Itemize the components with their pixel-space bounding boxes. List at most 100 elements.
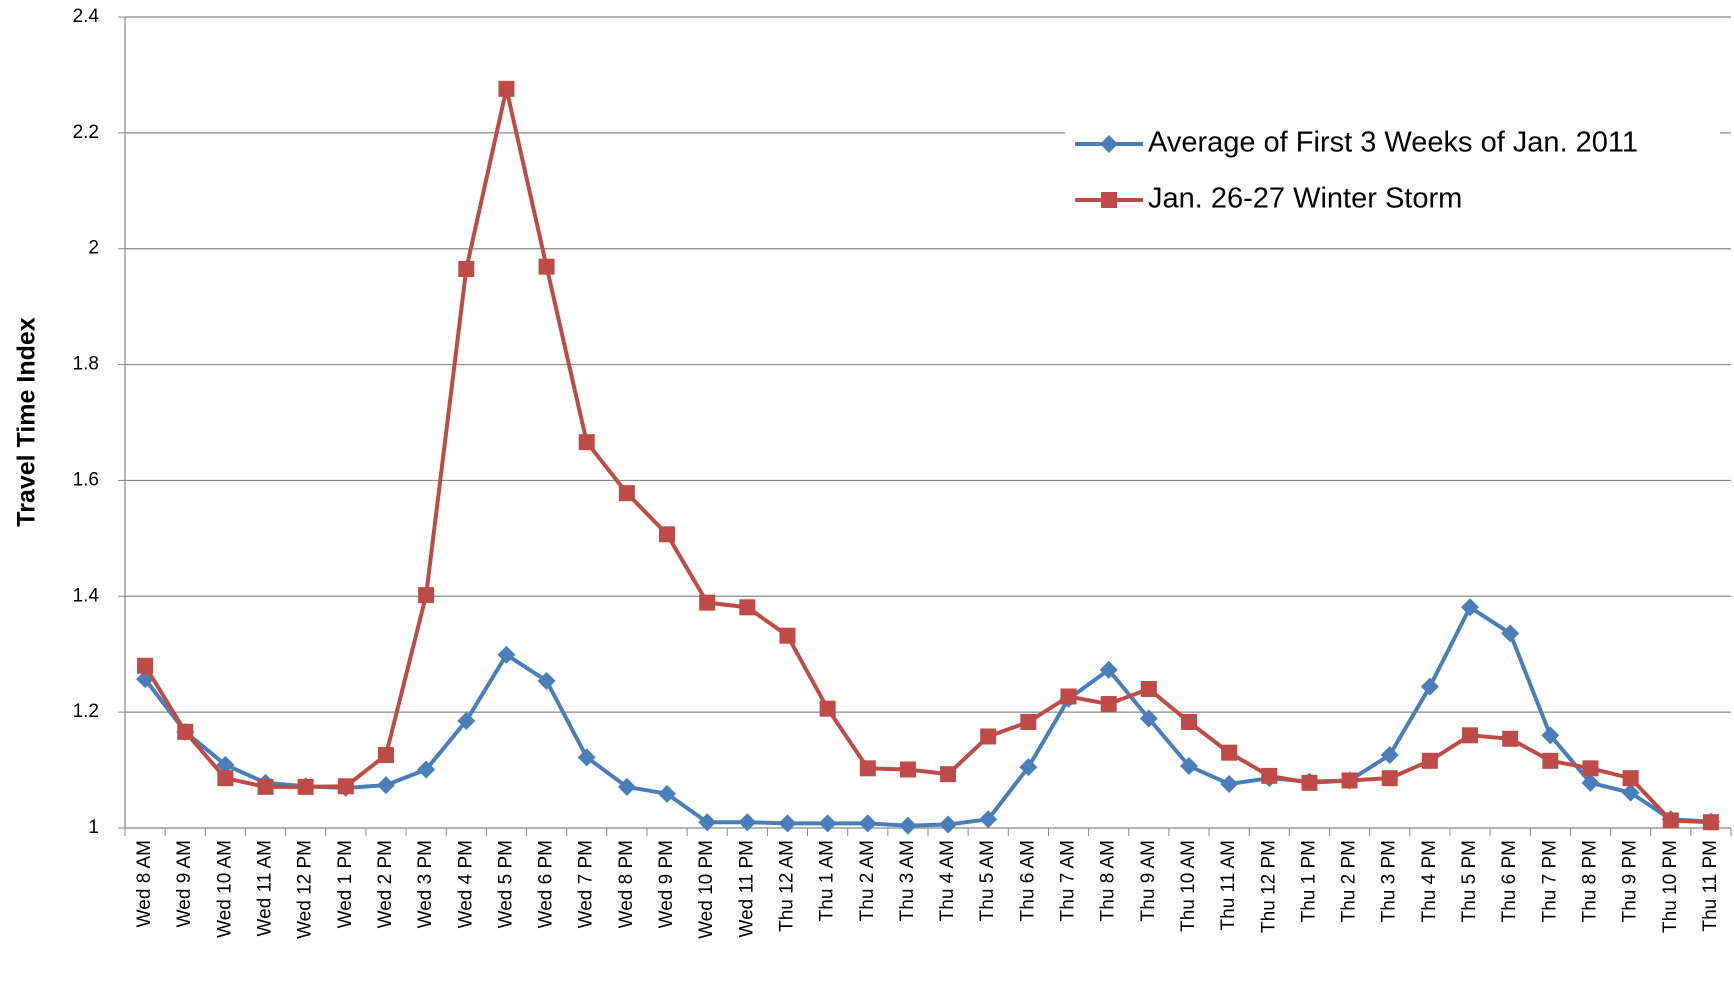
data-point — [137, 657, 154, 674]
data-point — [376, 776, 395, 795]
x-tick-label: Thu 9 AM — [1138, 840, 1159, 921]
data-point — [1060, 688, 1077, 705]
x-tick-label: Thu 5 AM — [977, 840, 998, 921]
x-tick-label: Thu 7 AM — [1058, 840, 1079, 921]
data-point — [898, 816, 917, 835]
data-point — [778, 814, 797, 833]
x-tick-label: Thu 8 AM — [1098, 840, 1119, 921]
x-tick-label: Thu 4 PM — [1419, 840, 1440, 922]
data-point — [538, 258, 555, 275]
data-point — [577, 748, 596, 767]
y-tick-label: 2 — [88, 238, 99, 259]
x-tick-label: Wed 5 PM — [495, 840, 516, 928]
data-point — [1501, 624, 1520, 643]
data-point — [979, 810, 998, 829]
data-point — [1140, 680, 1157, 697]
data-point — [1582, 760, 1599, 777]
x-tick-label: Thu 11 PM — [1700, 840, 1721, 932]
data-point — [1180, 713, 1197, 730]
x-tick-label: Thu 5 PM — [1459, 840, 1480, 922]
data-point — [940, 766, 957, 783]
y-tick-label: 1.2 — [73, 701, 99, 722]
data-point — [498, 80, 515, 97]
x-tick-label: Wed 12 PM — [295, 840, 316, 939]
data-point — [899, 761, 916, 778]
data-point — [738, 813, 757, 832]
x-tick-label: Thu 10 PM — [1660, 840, 1681, 933]
legend: Average of First 3 Weeks of Jan. 2011 Jan… — [1065, 112, 1720, 230]
legend-label: Average of First 3 Weeks of Jan. 2011 — [1148, 127, 1638, 159]
x-tick-label: Thu 4 AM — [937, 840, 958, 921]
y-tick-label: 1.4 — [73, 585, 100, 606]
series-line — [143, 86, 1712, 825]
x-tick-label: Wed 3 PM — [415, 840, 436, 928]
data-point — [1101, 192, 1117, 208]
data-point — [1381, 770, 1398, 787]
data-point — [1662, 812, 1679, 829]
x-tick-label: Thu 3 PM — [1379, 840, 1400, 922]
x-tick-label: Wed 11 AM — [255, 840, 276, 936]
y-tick-label: 2.2 — [73, 122, 99, 143]
x-tick-label: Wed 4 PM — [455, 840, 476, 928]
x-tick-label: Thu 1 PM — [1298, 840, 1319, 922]
data-point — [337, 778, 354, 795]
y-tick-label: 2.4 — [73, 6, 100, 27]
x-tick-label: Thu 1 AM — [817, 840, 838, 921]
series-line — [143, 605, 1712, 828]
data-point — [1622, 770, 1639, 787]
x-tick-label: Thu 3 AM — [897, 840, 918, 921]
x-tick-label: Wed 8 PM — [616, 840, 637, 928]
data-point — [1100, 696, 1117, 713]
data-point — [177, 723, 194, 740]
data-point — [418, 587, 435, 604]
data-point — [779, 627, 796, 644]
data-point — [1461, 598, 1480, 617]
y-tick-label: 1.8 — [73, 354, 99, 375]
data-point — [698, 813, 717, 832]
data-point — [1100, 135, 1118, 153]
x-tick-label: Thu 6 AM — [1017, 840, 1038, 921]
data-point — [699, 594, 716, 611]
data-point — [1020, 713, 1037, 730]
data-point — [1542, 752, 1559, 769]
data-point — [1139, 709, 1158, 728]
x-tick-label: Thu 9 PM — [1620, 840, 1641, 922]
data-point — [819, 700, 836, 717]
x-tick-label: Wed 11 PM — [736, 840, 757, 938]
data-point — [818, 814, 837, 833]
x-tick-label: Wed 9 PM — [656, 840, 677, 928]
x-tick-label: Wed 7 PM — [576, 840, 597, 928]
data-point — [497, 645, 516, 664]
data-point — [939, 815, 958, 834]
data-point — [458, 260, 475, 277]
data-point — [1502, 730, 1519, 747]
x-tick-label: Wed 8 AM — [134, 840, 155, 927]
data-point — [1581, 773, 1600, 792]
legend-label: Jan. 26-27 Winter Storm — [1148, 183, 1462, 215]
data-point — [618, 485, 635, 502]
data-point — [1019, 758, 1038, 777]
data-point — [257, 778, 274, 795]
x-tick-label: Wed 10 AM — [214, 840, 235, 938]
data-point — [457, 711, 476, 730]
data-point — [417, 760, 436, 779]
data-point — [1421, 752, 1438, 769]
x-tick-label: Thu 11 AM — [1218, 840, 1239, 930]
data-point — [859, 760, 876, 777]
x-tick-label: Wed 2 PM — [375, 840, 396, 928]
x-tick-label: Thu 6 PM — [1499, 840, 1520, 922]
y-tick-label: 1 — [88, 817, 99, 838]
x-tick-label: Thu 10 AM — [1178, 840, 1199, 932]
data-point — [1221, 744, 1238, 761]
x-tick-label: Thu 12 PM — [1258, 840, 1279, 933]
data-point — [537, 671, 556, 690]
x-tick-label: Wed 6 PM — [536, 840, 557, 928]
data-point — [658, 784, 677, 803]
legend-box — [1065, 112, 1720, 230]
data-point — [1541, 726, 1560, 745]
data-point — [1420, 677, 1439, 696]
data-point — [1220, 774, 1239, 793]
data-point — [659, 526, 676, 543]
x-tick-label: Thu 2 AM — [857, 840, 878, 921]
